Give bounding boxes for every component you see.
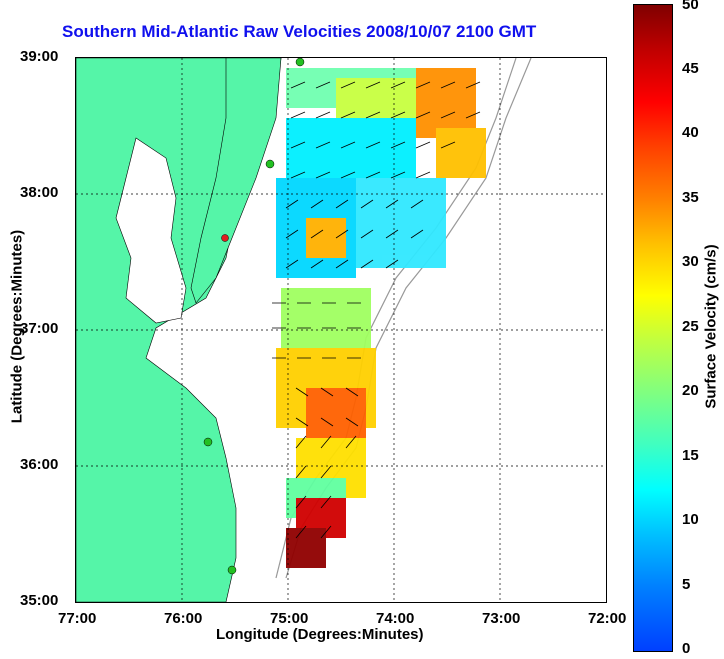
map-canvas bbox=[76, 58, 606, 602]
x-tick: 75:00 bbox=[270, 610, 309, 627]
velocity-field bbox=[276, 68, 486, 568]
x-tick: 72:00 bbox=[588, 610, 627, 627]
colorbar-tick: 0 bbox=[682, 640, 691, 657]
delmarva-peninsula bbox=[190, 58, 282, 304]
colorbar bbox=[633, 4, 673, 652]
velocity-cell bbox=[286, 118, 416, 188]
velocity-cell bbox=[356, 178, 446, 268]
chesapeake-bay bbox=[115, 137, 187, 324]
velocity-cell bbox=[281, 288, 371, 358]
station-marker bbox=[227, 565, 237, 575]
colorbar-label: Surface Velocity (cm/s) bbox=[702, 244, 720, 409]
station-markers bbox=[203, 58, 305, 575]
x-tick: 74:00 bbox=[376, 610, 415, 627]
colorbar-tick: 25 bbox=[682, 318, 699, 335]
y-tick: 39:00 bbox=[20, 48, 59, 65]
station-marker bbox=[265, 159, 275, 169]
x-tick: 73:00 bbox=[482, 610, 521, 627]
grid-lines bbox=[76, 58, 606, 602]
y-tick: 35:00 bbox=[20, 592, 59, 609]
colorbar-tick: 20 bbox=[682, 382, 699, 399]
velocity-cell bbox=[416, 68, 476, 138]
y-tick: 37:00 bbox=[20, 320, 59, 337]
velocity-cell bbox=[436, 128, 486, 178]
x-axis-label: Longitude (Degrees:Minutes) bbox=[216, 626, 424, 643]
y-tick: 36:00 bbox=[20, 456, 59, 473]
y-tick: 38:00 bbox=[20, 184, 59, 201]
colorbar-tick: 50 bbox=[682, 0, 699, 13]
velocity-arrows bbox=[272, 81, 481, 539]
velocity-map bbox=[75, 57, 607, 603]
x-tick: 76:00 bbox=[164, 610, 203, 627]
station-marker bbox=[203, 437, 213, 447]
colorbar-tick: 45 bbox=[682, 60, 699, 77]
colorbar-tick: 35 bbox=[682, 189, 699, 206]
station-marker bbox=[221, 234, 229, 242]
colorbar-tick: 40 bbox=[682, 124, 699, 141]
colorbar-tick: 30 bbox=[682, 253, 699, 270]
velocity-cell bbox=[306, 218, 346, 258]
y-axis-label: Latitude (Degrees:Minutes) bbox=[8, 229, 26, 424]
colorbar-tick: 5 bbox=[682, 576, 691, 593]
colorbar-tick: 15 bbox=[682, 447, 699, 464]
velocity-cell bbox=[286, 528, 326, 568]
velocity-cell bbox=[306, 388, 366, 438]
map-title: Southern Mid-Atlantic Raw Velocities 200… bbox=[62, 22, 537, 41]
colorbar-tick: 10 bbox=[682, 511, 699, 528]
x-tick: 77:00 bbox=[58, 610, 97, 627]
station-marker bbox=[295, 58, 305, 67]
